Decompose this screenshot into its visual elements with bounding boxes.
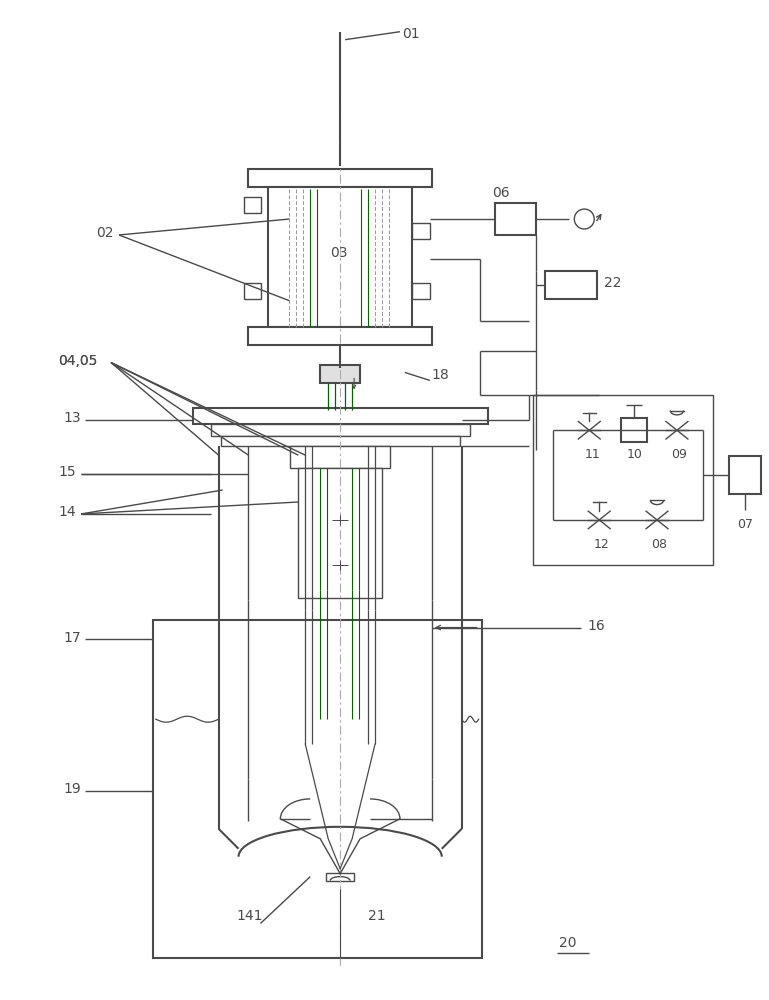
Text: 01: 01	[402, 27, 420, 41]
Text: 07: 07	[737, 518, 753, 531]
Bar	[221, 436, 460, 446]
Bar	[248, 327, 432, 345]
Bar	[545, 271, 598, 299]
Bar	[494, 203, 537, 235]
Bar	[211, 424, 470, 436]
Text: 15: 15	[58, 465, 76, 479]
Text: 06: 06	[493, 186, 511, 200]
Text: 17: 17	[63, 631, 81, 645]
Text: 04,05: 04,05	[58, 354, 98, 368]
Bar	[621, 418, 647, 442]
Bar	[268, 187, 412, 327]
Text: 09: 09	[671, 448, 687, 461]
Text: 08: 08	[651, 538, 667, 551]
Text: 11: 11	[584, 448, 600, 461]
Text: 22: 22	[604, 276, 621, 290]
Text: 16: 16	[588, 619, 605, 633]
Text: 19: 19	[63, 782, 81, 796]
Bar	[412, 223, 430, 239]
Text: 18: 18	[432, 368, 450, 382]
Bar	[298, 468, 382, 598]
Text: 02: 02	[96, 226, 114, 240]
Bar	[291, 446, 390, 468]
Bar	[193, 408, 488, 424]
Text: 21: 21	[368, 909, 386, 923]
Text: 12: 12	[593, 538, 609, 551]
Bar	[729, 456, 761, 494]
Text: 141: 141	[237, 909, 263, 923]
Bar	[320, 365, 360, 383]
Text: 03: 03	[330, 246, 348, 260]
Bar	[326, 873, 354, 881]
Text: 04,05: 04,05	[58, 354, 98, 368]
Bar	[534, 395, 713, 565]
Bar	[244, 197, 261, 213]
Text: 20: 20	[559, 936, 577, 950]
Text: 14: 14	[58, 505, 76, 519]
Text: 10: 10	[628, 448, 643, 461]
Bar	[248, 169, 432, 187]
Bar	[412, 283, 430, 299]
Text: 13: 13	[63, 411, 81, 425]
Bar	[153, 620, 481, 958]
Bar	[244, 283, 261, 299]
